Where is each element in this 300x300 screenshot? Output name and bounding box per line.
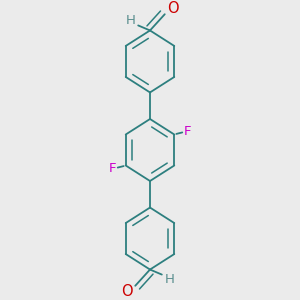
Text: F: F <box>109 162 116 175</box>
Text: F: F <box>184 125 191 138</box>
Text: H: H <box>165 273 175 286</box>
Text: H: H <box>125 14 135 27</box>
Text: O: O <box>121 284 133 298</box>
Text: O: O <box>167 2 179 16</box>
